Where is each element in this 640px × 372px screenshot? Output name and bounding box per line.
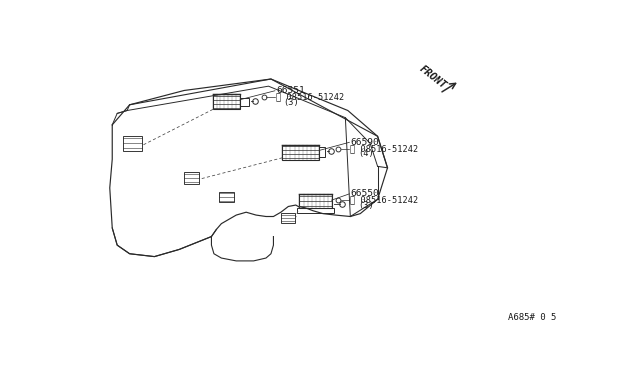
Bar (319, 147, 325, 157)
Bar (282, 213, 295, 223)
Text: A685# 0 5: A685# 0 5 (508, 314, 556, 323)
Text: (4): (4) (358, 149, 374, 158)
Text: Ⓢ 08516-51242: Ⓢ 08516-51242 (276, 93, 344, 102)
Text: 66551: 66551 (276, 86, 305, 95)
Text: 66550: 66550 (350, 189, 379, 198)
Bar (184, 172, 199, 183)
Text: FRONT: FRONT (417, 63, 448, 90)
Text: (3): (3) (284, 98, 299, 107)
Text: 66590: 66590 (350, 138, 379, 147)
Bar (240, 98, 249, 106)
Bar (300, 193, 332, 208)
Text: (3): (3) (358, 201, 374, 210)
Text: Ⓢ 08516-51242: Ⓢ 08516-51242 (350, 144, 419, 153)
Bar (297, 208, 334, 213)
Bar (219, 192, 234, 202)
Bar (212, 94, 240, 109)
Bar (282, 145, 319, 160)
Bar (123, 136, 141, 151)
Text: Ⓢ 08516-51242: Ⓢ 08516-51242 (350, 196, 419, 205)
